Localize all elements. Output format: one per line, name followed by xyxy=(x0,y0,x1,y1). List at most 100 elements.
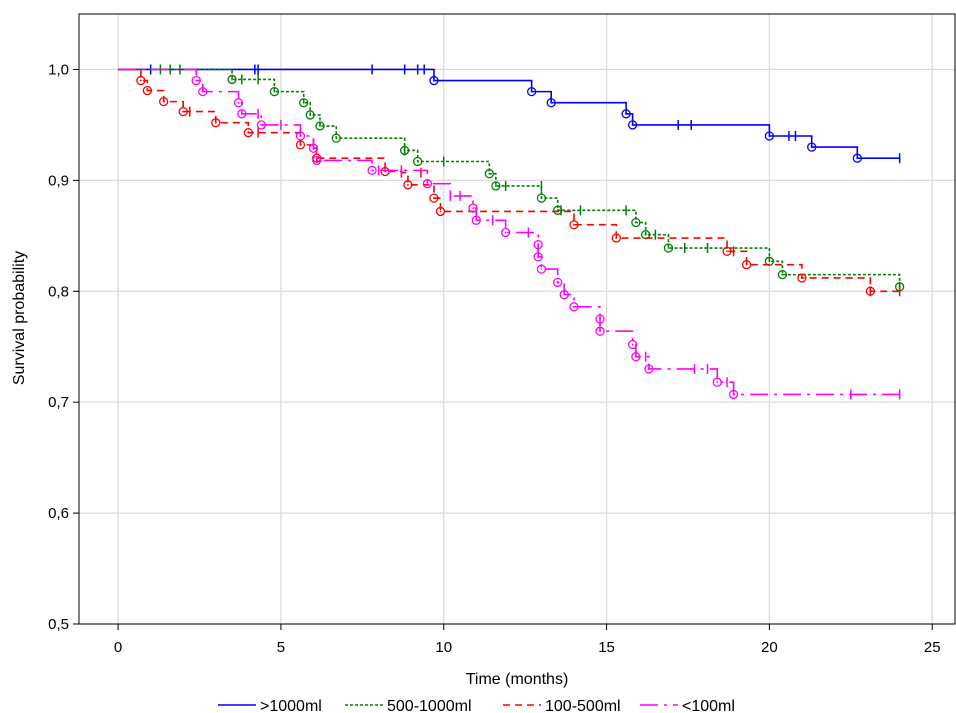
event-marker-dot xyxy=(231,78,233,81)
event-marker xyxy=(295,131,306,141)
event-marker xyxy=(553,277,563,288)
event-marker xyxy=(627,339,638,350)
event-marker xyxy=(621,109,631,119)
event-marker xyxy=(227,74,237,85)
event-marker xyxy=(559,289,569,300)
event-marker xyxy=(191,75,201,86)
event-marker xyxy=(722,246,732,256)
legend-label: >1000ml xyxy=(260,698,322,713)
series-layer xyxy=(118,64,905,400)
event-marker-dot xyxy=(433,79,435,82)
event-marker xyxy=(631,352,641,362)
event-marker-dot xyxy=(550,101,553,104)
event-marker xyxy=(491,181,501,191)
event-marker-dot xyxy=(631,343,634,346)
event-marker xyxy=(595,314,605,324)
event-marker-dot xyxy=(768,135,771,137)
plot-frame xyxy=(78,13,956,625)
event-marker xyxy=(569,220,579,230)
event-marker xyxy=(269,86,280,97)
event-marker-dot xyxy=(634,355,637,358)
event-marker xyxy=(305,110,315,120)
event-marker-dot xyxy=(433,197,435,200)
event-marker-dot xyxy=(146,89,149,92)
event-marker xyxy=(211,118,221,128)
event-marker-dot xyxy=(416,160,419,163)
event-marker-dot xyxy=(667,247,670,249)
event-marker xyxy=(807,142,817,152)
event-marker-dot xyxy=(530,90,533,93)
event-marker-dot xyxy=(312,147,315,150)
event-marker-dot xyxy=(139,79,142,82)
series-3 xyxy=(118,68,901,400)
event-marker xyxy=(663,243,674,253)
event-marker xyxy=(435,206,446,217)
event-marker-dot xyxy=(182,110,185,113)
event-marker-dot xyxy=(573,305,575,308)
event-marker-dot xyxy=(240,112,243,115)
event-marker xyxy=(331,133,341,143)
event-marker xyxy=(295,140,306,150)
event-marker-dot xyxy=(781,273,784,276)
x-tick-label: 15 xyxy=(598,639,615,656)
event-marker xyxy=(237,109,247,119)
event-marker xyxy=(413,156,423,167)
event-marker xyxy=(198,86,208,97)
legend-label: <100ml xyxy=(682,698,735,713)
legend-label: 100-500ml xyxy=(545,698,621,713)
event-marker xyxy=(367,165,377,176)
event-marker-dot xyxy=(309,114,312,116)
event-marker-dot xyxy=(716,381,719,384)
event-marker-dot xyxy=(504,231,507,234)
event-marker xyxy=(233,98,244,108)
event-marker xyxy=(527,86,537,97)
event-marker xyxy=(533,240,543,250)
event-marker xyxy=(712,377,722,387)
axis-ticks: 0 5 10 15 20 25 0,5 0,6 0,7 0,8 0,9 1,0 xyxy=(48,61,940,656)
event-marker-dot xyxy=(162,100,165,103)
event-marker-dot xyxy=(745,263,748,266)
event-marker-dot xyxy=(494,185,497,187)
event-marker xyxy=(159,96,169,107)
event-marker xyxy=(243,128,253,138)
x-tick-label: 0 xyxy=(114,639,122,656)
event-marker-dot xyxy=(407,183,409,186)
event-marker xyxy=(852,153,862,163)
event-marker xyxy=(536,264,547,274)
event-marker-dot xyxy=(599,330,601,333)
event-marker xyxy=(595,326,605,336)
event-marker-dot xyxy=(540,268,543,270)
grid-lines xyxy=(79,14,955,625)
legend: >1000ml 500-1000ml 100-500ml <100ml xyxy=(218,698,735,713)
event-marker xyxy=(429,193,439,203)
event-marker-dot xyxy=(573,223,575,226)
event-marker-dot xyxy=(201,90,204,93)
legend-item: 500-1000ml xyxy=(345,698,472,713)
event-marker-dot xyxy=(801,277,803,279)
event-marker xyxy=(471,215,481,225)
event-marker xyxy=(308,143,319,153)
event-marker xyxy=(777,269,788,280)
event-marker-dot xyxy=(537,243,540,246)
series-line xyxy=(118,68,901,287)
event-marker xyxy=(728,389,739,400)
event-marker-dot xyxy=(556,281,559,284)
event-marker-dot xyxy=(237,101,240,104)
y-tick-label: 0,7 xyxy=(48,394,69,411)
event-marker-dot xyxy=(537,255,540,258)
series-line xyxy=(118,68,900,396)
event-marker-dot xyxy=(732,393,735,396)
x-tick-label: 20 xyxy=(761,639,778,656)
event-marker xyxy=(569,302,579,312)
event-marker-dot xyxy=(247,131,250,134)
event-marker-dot xyxy=(315,157,318,160)
event-marker-dot xyxy=(488,172,491,175)
x-axis-title: Time (months) xyxy=(466,671,569,688)
event-marker-dot xyxy=(299,135,302,137)
event-marker xyxy=(178,106,188,117)
event-marker-dot xyxy=(214,121,217,124)
event-marker-dot xyxy=(302,101,305,104)
event-marker-dot xyxy=(540,197,543,200)
event-marker xyxy=(403,180,413,190)
event-marker xyxy=(142,85,153,96)
